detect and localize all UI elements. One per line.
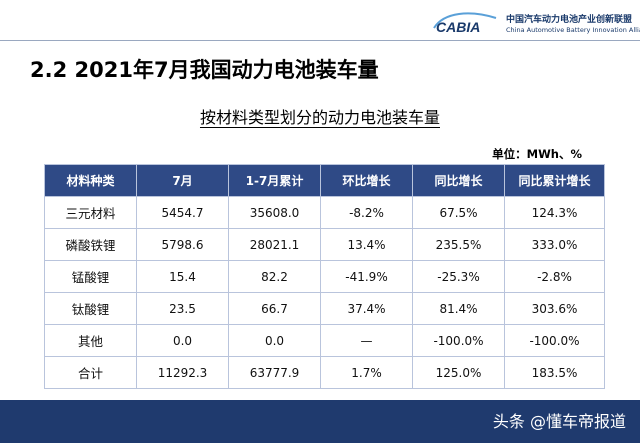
table-cell: 124.3%	[504, 196, 605, 229]
table-cell: -100.0%	[412, 324, 505, 357]
org-name-cn: 中国汽车动力电池产业创新联盟	[506, 15, 633, 25]
table-cell: -25.3%	[412, 260, 505, 293]
table-cell: 钛酸锂	[44, 292, 137, 325]
table-cell: 63777.9	[228, 356, 321, 389]
unit-label: 单位：MWh、%	[492, 147, 582, 161]
table-cell: 303.6%	[504, 292, 605, 325]
watermark-text: 头条 @懂车帝报道	[492, 412, 626, 431]
table-row: 锰酸锂 15.4 82.2 -41.9% -25.3% -2.8%	[44, 260, 605, 293]
column-header: 1-7月累计	[228, 164, 321, 197]
table-cell: 其他	[44, 324, 137, 357]
column-header: 环比增长	[320, 164, 413, 197]
logo-wordmark: CABIA	[436, 19, 480, 35]
column-header: 同比增长	[412, 164, 505, 197]
column-header: 7月	[136, 164, 229, 197]
table-cell: 82.2	[228, 260, 321, 293]
table-cell: 333.0%	[504, 228, 605, 261]
table-header-row: 材料种类 7月 1-7月累计 环比增长 同比增长 同比累计增长	[44, 164, 605, 197]
table-cell: -41.9%	[320, 260, 413, 293]
table-cell: 5454.7	[136, 196, 229, 229]
table-cell: 23.5	[136, 292, 229, 325]
table-cell: 三元材料	[44, 196, 137, 229]
cabia-logo-icon: CABIA	[433, 12, 497, 35]
footer-bar	[0, 400, 640, 443]
slide-title: 2.2 2021年7月我国动力电池装车量	[30, 58, 379, 82]
table-cell: 67.5%	[412, 196, 505, 229]
table-row: 磷酸铁锂 5798.6 28021.1 13.4% 235.5% 333.0%	[44, 228, 605, 261]
org-logo: CABIA 中国汽车动力电池产业创新联盟 China Automotive Ba…	[430, 8, 640, 38]
table-row: 其他 0.0 0.0 — -100.0% -100.0%	[44, 324, 605, 357]
table-row: 钛酸锂 23.5 66.7 37.4% 81.4% 303.6%	[44, 292, 605, 325]
table-cell: 11292.3	[136, 356, 229, 389]
table-cell: 66.7	[228, 292, 321, 325]
table-cell: 0.0	[228, 324, 321, 357]
table-cell: -2.8%	[504, 260, 605, 293]
header-divider	[0, 40, 640, 41]
table-cell: 125.0%	[412, 356, 505, 389]
table-title: 按材料类型划分的动力电池装车量	[199, 108, 440, 127]
table-cell: -8.2%	[320, 196, 413, 229]
org-name-en: China Automotive Battery Innovation Alli…	[506, 26, 640, 34]
table-cell: 1.7%	[320, 356, 413, 389]
table-cell: 5798.6	[136, 228, 229, 261]
table-cell: 35608.0	[228, 196, 321, 229]
table-cell: 13.4%	[320, 228, 413, 261]
table-cell: -100.0%	[504, 324, 605, 357]
table-cell: 锰酸锂	[44, 260, 137, 293]
table-cell: 37.4%	[320, 292, 413, 325]
table-cell: 磷酸铁锂	[44, 228, 137, 261]
table-cell: —	[320, 324, 413, 357]
table-cell: 合计	[44, 356, 137, 389]
table-row-total: 合计 11292.3 63777.9 1.7% 125.0% 183.5%	[44, 356, 605, 389]
column-header: 同比累计增长	[504, 164, 605, 197]
table-cell: 15.4	[136, 260, 229, 293]
table-row: 三元材料 5454.7 35608.0 -8.2% 67.5% 124.3%	[44, 196, 605, 229]
table-cell: 0.0	[136, 324, 229, 357]
column-header: 材料种类	[44, 164, 137, 197]
table-cell: 235.5%	[412, 228, 505, 261]
table-cell: 183.5%	[504, 356, 605, 389]
table-cell: 28021.1	[228, 228, 321, 261]
battery-installation-table: 材料种类 7月 1-7月累计 环比增长 同比增长 同比累计增长 三元材料 545…	[44, 164, 605, 389]
table-cell: 81.4%	[412, 292, 505, 325]
